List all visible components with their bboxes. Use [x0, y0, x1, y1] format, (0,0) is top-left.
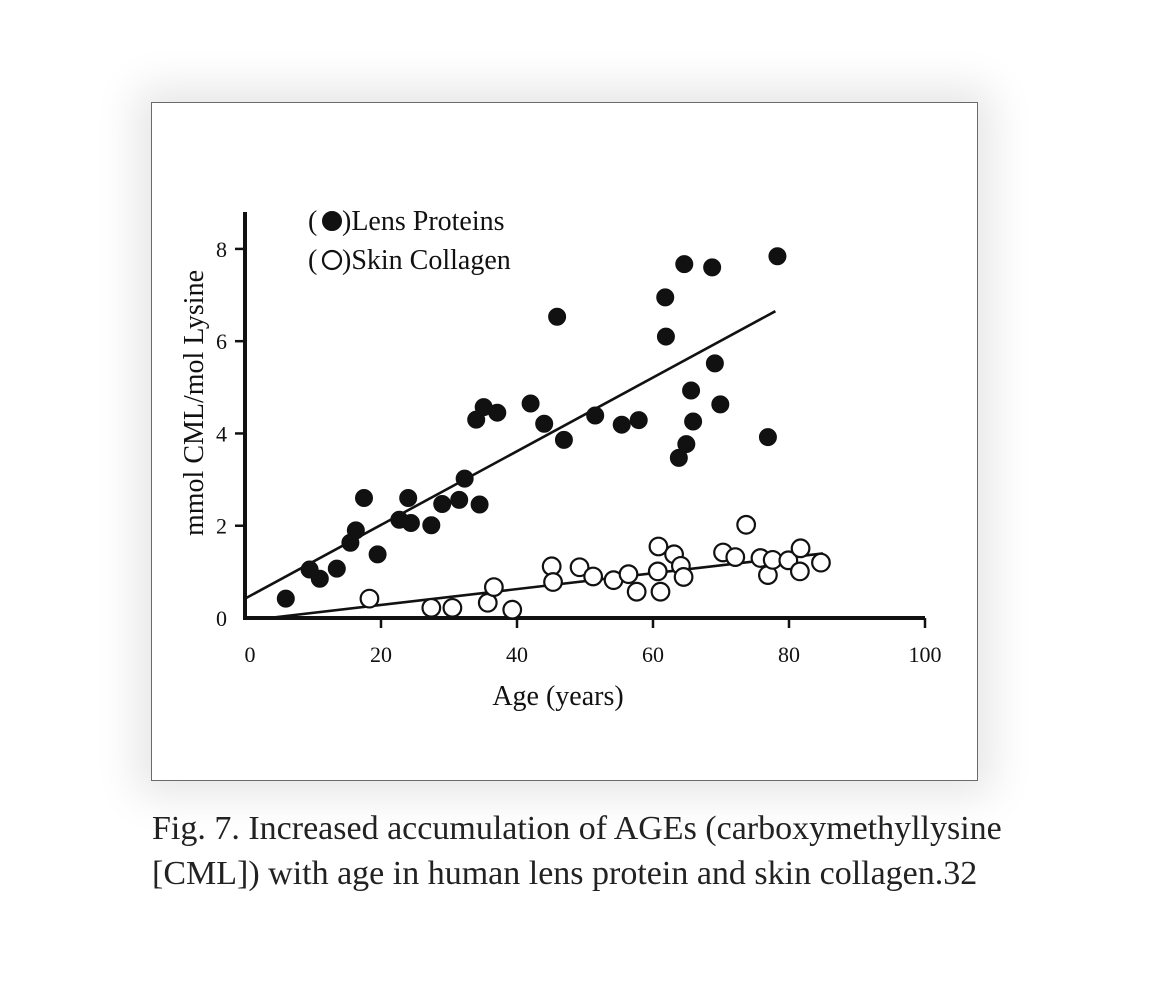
- legend-item-lens-proteins: ( )Lens Proteins: [308, 206, 505, 237]
- skin-collagen-point: [725, 547, 746, 567]
- lens-protein-point: [276, 589, 295, 608]
- skin-collagen-point: [626, 581, 647, 602]
- filled-circle-legend-icon: [322, 211, 342, 231]
- lens-protein-point: [629, 411, 648, 430]
- x-tick-label: 20: [370, 642, 392, 667]
- skin-collagen-point: [583, 566, 604, 587]
- skin-collagen-point: [618, 564, 639, 585]
- skin-collagen-point: [421, 597, 442, 618]
- y-tick-label: 6: [216, 329, 227, 354]
- lens-protein-point: [684, 412, 703, 431]
- lens-protein-point: [711, 395, 730, 414]
- x-tick-label: 40: [506, 642, 528, 667]
- lens-protein-point: [327, 559, 346, 578]
- legend: ( )Lens Proteins ( )Skin Collagen: [308, 206, 511, 276]
- lens-protein-point: [554, 430, 573, 449]
- lens-proteins-trend-line: [244, 310, 777, 600]
- lens-protein-point: [450, 490, 469, 509]
- lens-protein-point: [768, 247, 787, 266]
- lens-protein-point: [548, 307, 567, 326]
- x-axis-label: Age (years): [492, 681, 623, 712]
- lens-protein-point: [401, 513, 420, 532]
- lens-protein-point: [422, 516, 441, 535]
- y-tick-label: 8: [216, 237, 227, 262]
- lens-protein-point: [433, 495, 452, 514]
- y-tick-label: 4: [216, 421, 227, 446]
- caption-line-1: Fig. 7. Increased accumulation of AGEs (…: [152, 810, 1002, 847]
- y-tick-label: 0: [216, 606, 227, 631]
- legend-label-lens-proteins: )Lens Proteins: [342, 206, 505, 237]
- lens-protein-point: [399, 489, 418, 508]
- legend-paren-open: (: [308, 245, 317, 276]
- lens-protein-point: [612, 415, 631, 434]
- lens-protein-point: [705, 354, 724, 373]
- y-tick-label: 2: [216, 514, 227, 539]
- open-circle-legend-icon: [321, 249, 343, 271]
- skin-collagen-point: [442, 597, 463, 618]
- x-tick-label: 60: [642, 642, 664, 667]
- y-axis-ticks: 0 2 4 6 8: [216, 237, 245, 631]
- lens-protein-point: [310, 569, 329, 588]
- lens-protein-point: [675, 255, 694, 274]
- skin-collagen-point: [502, 599, 523, 620]
- lens-protein-point: [488, 403, 507, 422]
- lens-protein-point: [656, 288, 675, 307]
- skin-collagen-point: [483, 577, 504, 597]
- skin-collagen-point: [650, 581, 671, 602]
- lens-protein-point: [586, 406, 605, 425]
- lens-protein-point: [355, 489, 373, 508]
- legend-item-skin-collagen: ( )Skin Collagen: [308, 245, 511, 276]
- lens-protein-point: [682, 381, 701, 400]
- skin-collagen-point: [543, 572, 563, 592]
- data-points: [276, 247, 831, 620]
- skin-collagen-point: [647, 561, 668, 582]
- lens-protein-point: [346, 521, 365, 540]
- skin-collagen-point: [359, 588, 380, 609]
- lens-protein-point: [521, 394, 540, 413]
- skin-collagen-point: [811, 552, 831, 573]
- skin-collagen-point: [673, 567, 694, 587]
- skin-collagen-point: [789, 561, 810, 582]
- x-tick-label: 0: [245, 642, 256, 667]
- lens-protein-point: [656, 327, 675, 346]
- skin-collagen-point: [736, 514, 757, 535]
- lens-protein-point: [669, 448, 688, 467]
- skin-collagen-point: [648, 536, 669, 557]
- lens-protein-point: [470, 495, 489, 514]
- x-tick-label: 80: [778, 642, 800, 667]
- skin-collagen-point: [569, 557, 590, 578]
- legend-paren-open: (: [308, 206, 317, 237]
- caption-line-2: [CML]) with age in human lens protein an…: [152, 855, 978, 892]
- lens-protein-point: [535, 414, 554, 433]
- lens-protein-point: [703, 258, 722, 277]
- x-axis-ticks: 0 20 40 60 80 100: [245, 618, 942, 667]
- figure-caption: Fig. 7. Increased accumulation of AGEs (…: [152, 806, 1132, 896]
- skin-collagen-point: [790, 538, 811, 559]
- lens-protein-point: [677, 435, 696, 454]
- lens-protein-point: [455, 469, 474, 488]
- y-axis-label: mmol CML/mol Lysine: [179, 270, 210, 536]
- lens-protein-point: [368, 545, 387, 564]
- lens-protein-point: [758, 428, 777, 447]
- x-tick-label: 100: [909, 642, 942, 667]
- axes: [243, 212, 925, 620]
- legend-label-skin-collagen: )Skin Collagen: [342, 245, 511, 276]
